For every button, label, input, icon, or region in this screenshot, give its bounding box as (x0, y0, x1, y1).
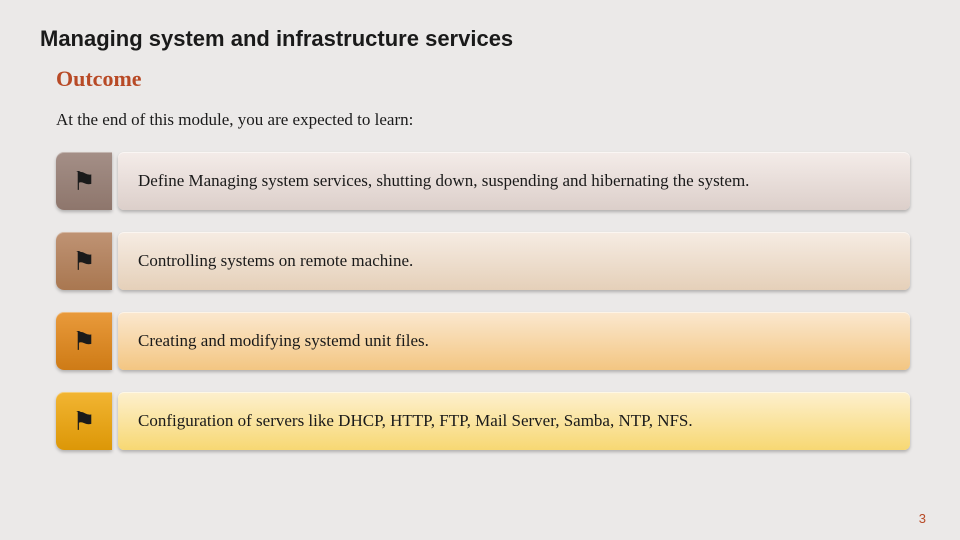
row-text: Creating and modifying systemd unit file… (138, 331, 429, 351)
outcome-row: ⚑ Creating and modifying systemd unit fi… (56, 312, 910, 370)
row-text-box: Creating and modifying systemd unit file… (118, 312, 910, 370)
row-text: Configuration of servers like DHCP, HTTP… (138, 411, 693, 431)
row-icon-box: ⚑ (56, 152, 112, 210)
row-text-box: Controlling systems on remote machine. (118, 232, 910, 290)
row-icon-box: ⚑ (56, 232, 112, 290)
outcome-row: ⚑ Configuration of servers like DHCP, HT… (56, 392, 910, 450)
row-text-box: Configuration of servers like DHCP, HTTP… (118, 392, 910, 450)
flag-icon: ⚑ (72, 248, 95, 274)
flag-icon: ⚑ (72, 328, 95, 354)
outcome-list: ⚑ Define Managing system services, shutt… (56, 152, 910, 450)
row-text-box: Define Managing system services, shuttin… (118, 152, 910, 210)
outcome-row: ⚑ Define Managing system services, shutt… (56, 152, 910, 210)
outcome-heading: Outcome (56, 66, 920, 92)
row-icon-box: ⚑ (56, 312, 112, 370)
intro-text: At the end of this module, you are expec… (56, 110, 920, 130)
row-text: Controlling systems on remote machine. (138, 251, 413, 271)
page-number: 3 (919, 511, 926, 526)
row-icon-box: ⚑ (56, 392, 112, 450)
slide: Managing system and infrastructure servi… (0, 0, 960, 540)
flag-icon: ⚑ (72, 168, 95, 194)
slide-title: Managing system and infrastructure servi… (40, 26, 920, 52)
flag-icon: ⚑ (72, 408, 95, 434)
row-text: Define Managing system services, shuttin… (138, 171, 749, 191)
outcome-row: ⚑ Controlling systems on remote machine. (56, 232, 910, 290)
